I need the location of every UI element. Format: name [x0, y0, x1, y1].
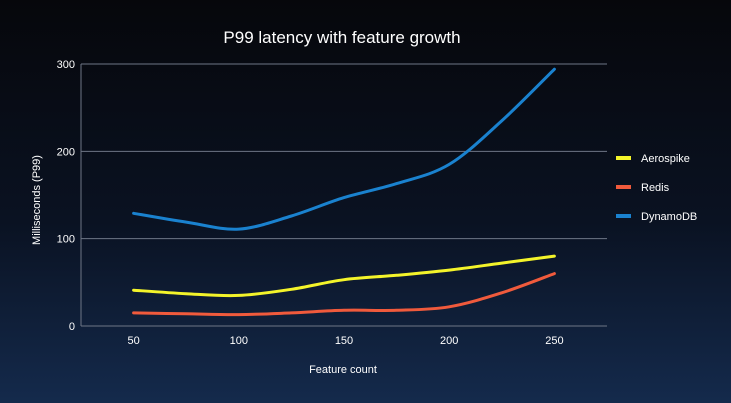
- series-line-redis: [132, 272, 556, 317]
- x-tick-label: 50: [127, 335, 139, 347]
- y-tick-label: 200: [57, 146, 75, 158]
- legend: Aerospike Redis DynamoDB: [616, 153, 697, 223]
- legend-label: DynamoDB: [641, 211, 697, 223]
- legend-label: Redis: [641, 182, 670, 194]
- x-tick-labels: 50 100 150 200 250: [127, 335, 563, 347]
- series-lines: [132, 67, 556, 317]
- y-tick-label: 300: [57, 59, 75, 71]
- x-tick-label: 150: [335, 335, 353, 347]
- chart-title: P99 latency with feature growth: [223, 28, 460, 47]
- series-line-dynamodb: [132, 67, 556, 231]
- y-axis-label: Milliseconds (P99): [31, 155, 43, 245]
- y-tick-label: 100: [57, 234, 75, 246]
- x-tick-label: 200: [440, 335, 458, 347]
- x-axis-label: Feature count: [309, 364, 377, 376]
- y-tick-label: 0: [69, 321, 75, 333]
- y-tick-labels: 0 100 200 300: [57, 59, 75, 333]
- x-tick-label: 100: [230, 335, 248, 347]
- gridlines: [81, 63, 607, 240]
- series-line-aerospike: [132, 254, 556, 298]
- x-tick-label: 250: [545, 335, 563, 347]
- legend-label: Aerospike: [641, 153, 690, 165]
